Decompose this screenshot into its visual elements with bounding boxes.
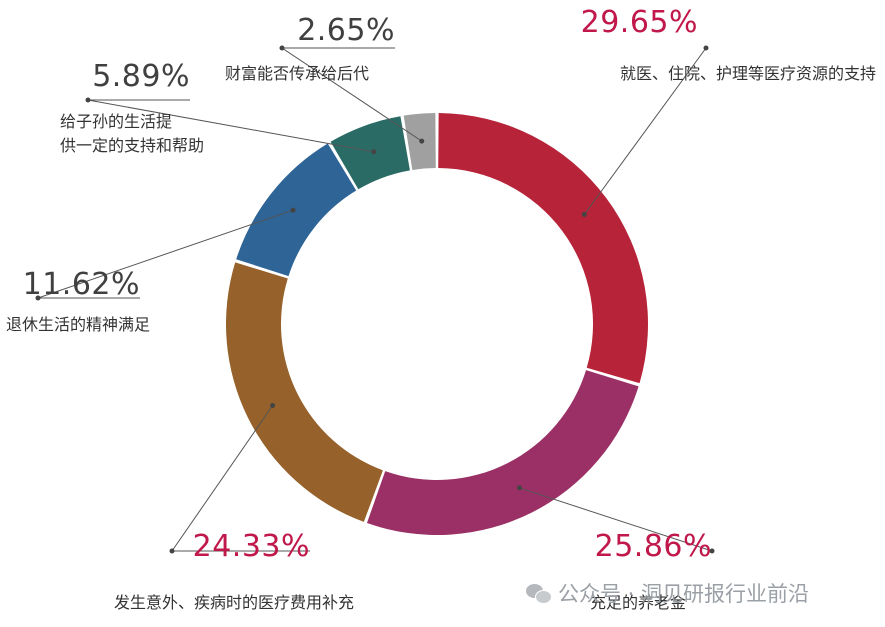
slice-category-label: 退休生活的精神满足 (6, 315, 150, 334)
leader-dot (279, 45, 285, 51)
leader-dot (169, 548, 175, 554)
donut-slice (236, 143, 357, 277)
leader-lines (35, 45, 715, 554)
watermark: 公众号 · 洞见研报行业前沿 (526, 578, 809, 608)
leader-line (280, 47, 423, 142)
slice-category-label: 就医、住院、护理等医疗资源的支持 (620, 64, 876, 83)
leader-dot (371, 149, 377, 155)
leader-dot (516, 485, 522, 491)
slice-category-label: 财富能否传承给后代 (225, 64, 369, 83)
wechat-icon (526, 582, 552, 604)
leader-dot (85, 97, 91, 103)
slice-category-label: 供一定的支持和帮助 (60, 136, 204, 155)
leader-dot (709, 548, 715, 554)
slice-percent-label: 25.86% (595, 529, 712, 564)
slice-percent-label: 29.65% (581, 5, 698, 40)
slice-category-label: 发生意外、疾病时的医疗费用补充 (114, 593, 354, 612)
slice-category-label: 给子孙的生活提 (60, 112, 172, 131)
donut-slice (226, 262, 383, 522)
donut-slice (438, 113, 648, 384)
watermark-text: 公众号 · 洞见研报行业前沿 (558, 582, 810, 606)
leader-dot (270, 403, 276, 409)
leader-dot (703, 45, 709, 51)
donut-slices (226, 113, 648, 535)
leader-dot (290, 207, 296, 213)
leader-dot (581, 212, 587, 218)
donut-slice (330, 116, 410, 190)
leader-dot (419, 138, 425, 144)
slice-percent-label: 2.65% (297, 13, 395, 48)
slice-category-label: 充足的养老金 (590, 593, 686, 612)
leader-dot (35, 295, 41, 301)
leader-line (519, 487, 713, 552)
slice-percent-label: 24.33% (193, 529, 310, 564)
slice-percent-label: 5.89% (92, 59, 190, 94)
donut-slice (366, 370, 639, 535)
slice-labels: 29.65% 就医、住院、护理等医疗资源的支持 25.86% 充足的养老金 24.33%… (6, 5, 876, 612)
slice-percent-label: 11.62% (23, 267, 140, 302)
leader-line (583, 47, 707, 215)
